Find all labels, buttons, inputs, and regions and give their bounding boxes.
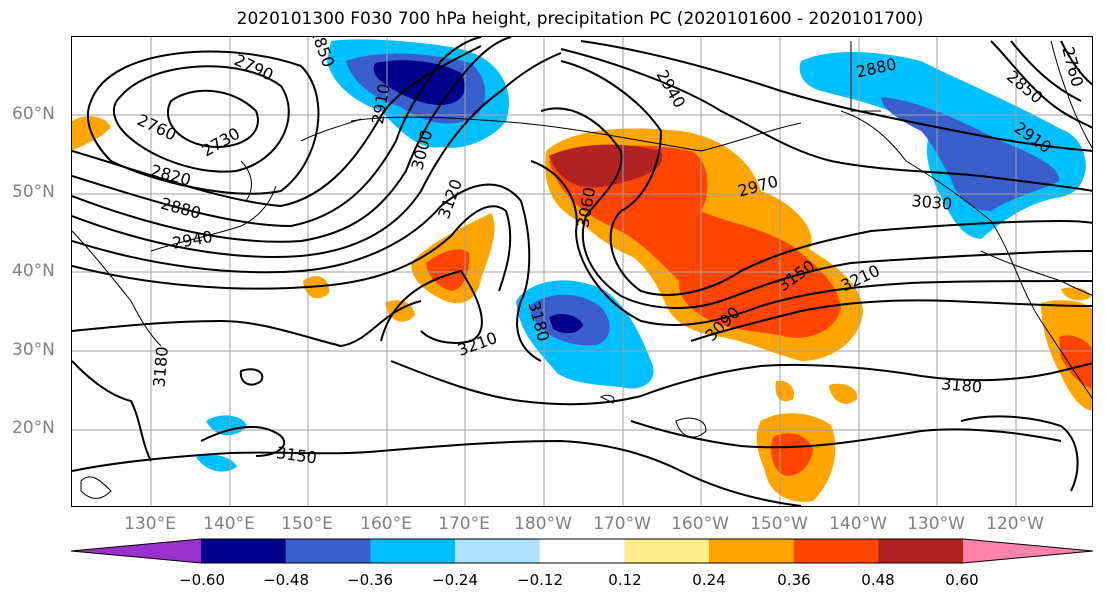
colorbar xyxy=(70,538,1094,564)
colorbar-segments xyxy=(70,538,1094,564)
lon-label-130w: 130°W xyxy=(907,514,965,534)
contour-label: 2730 xyxy=(198,124,243,161)
lon-label-160e: 160°E xyxy=(360,514,412,534)
colorbar-tick: 0.36 xyxy=(777,571,811,589)
lon-label-140e: 140°E xyxy=(203,514,255,534)
colorbar-tick: −0.24 xyxy=(432,571,478,589)
colorbar-tick: −0.36 xyxy=(347,571,393,589)
colorbar-segment xyxy=(455,539,541,563)
colorbar-segment xyxy=(370,539,456,563)
colorbar-outline xyxy=(70,538,1094,564)
colorbar-extend-low xyxy=(71,539,201,563)
lon-label-120w: 120°W xyxy=(986,514,1044,534)
contour-label: 3030 xyxy=(911,191,953,213)
contour-label: 3150 xyxy=(275,443,318,467)
colorbar-tick: −0.48 xyxy=(263,571,309,589)
lat-label-50n: 50°N xyxy=(12,182,55,202)
colorbar-segment xyxy=(793,539,879,563)
map-title: 2020101300 F030 700 hPa height, precipit… xyxy=(236,9,924,29)
colorbar-segment xyxy=(709,539,795,563)
lon-label-180w: 180°W xyxy=(514,514,572,534)
map-panel: 2790 2760 2730 2820 2850 2880 2940 2910 … xyxy=(71,36,1093,507)
lon-label-150e: 150°E xyxy=(281,514,333,534)
lat-label-40n: 40°N xyxy=(12,261,55,281)
lat-label-30n: 30°N xyxy=(12,340,55,360)
contour-label: 3120 xyxy=(434,177,466,222)
colorbar-extend-high xyxy=(963,539,1093,563)
colorbar-segment xyxy=(201,539,287,563)
colorbar-tick: 0.12 xyxy=(608,571,642,589)
colorbar-tick: −0.60 xyxy=(179,571,225,589)
lon-label-150w: 150°W xyxy=(750,514,808,534)
lon-label-170w: 170°W xyxy=(593,514,651,534)
contour-label: 3180 xyxy=(941,374,983,396)
lat-label-60n: 60°N xyxy=(12,104,55,124)
lat-label-20n: 20°N xyxy=(12,418,55,438)
colorbar-segment xyxy=(539,539,625,563)
lon-label-170e: 170°E xyxy=(438,514,490,534)
contour-label: 2940 xyxy=(653,66,690,111)
lon-label-160w: 160°W xyxy=(671,514,729,534)
colorbar-segment xyxy=(878,539,964,563)
colorbar-tick: 0.60 xyxy=(945,571,979,589)
colorbar-tick: 0.48 xyxy=(861,571,895,589)
contour-label: 2940 xyxy=(171,227,214,253)
map-canvas: 2790 2760 2730 2820 2850 2880 2940 2910 … xyxy=(72,37,1092,506)
contour-label: 3210 xyxy=(838,261,883,295)
colorbar-segment xyxy=(285,539,371,563)
height-contours xyxy=(72,37,1092,506)
contour-label: 2820 xyxy=(149,161,193,190)
contour-label: 3210 xyxy=(455,328,500,360)
colorbar-segment xyxy=(624,539,710,563)
lon-label-130e: 130°E xyxy=(124,514,176,534)
colorbar-tick: 0.24 xyxy=(692,571,726,589)
contour-label: 2880 xyxy=(159,194,203,223)
contour-label: 3180 xyxy=(149,346,171,388)
colorbar-tick: −0.12 xyxy=(517,571,563,589)
lon-label-140w: 140°W xyxy=(829,514,887,534)
coastlines xyxy=(72,40,1092,499)
